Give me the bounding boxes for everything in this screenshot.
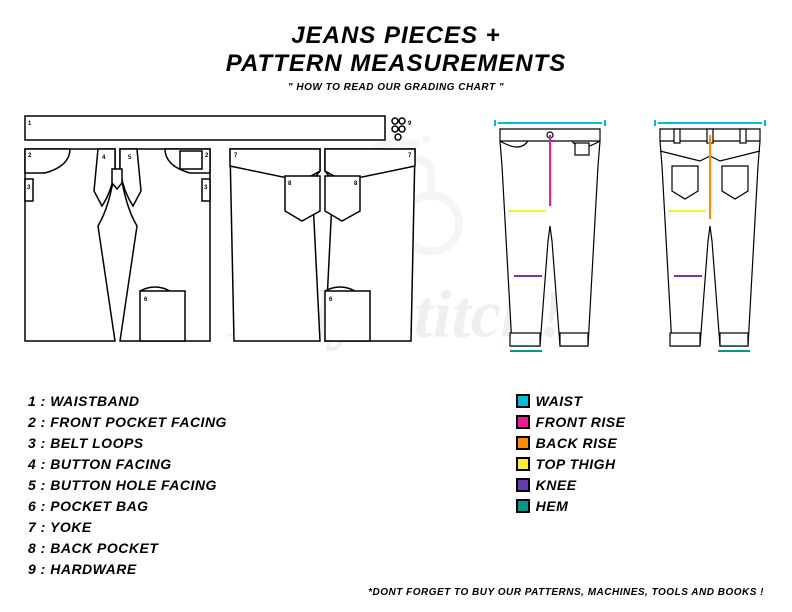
piece-legend-row: 8 : BACK POCKET	[28, 538, 376, 559]
measure-label: HEM	[536, 498, 569, 514]
legend-section: 1 : WAISTBAND2 : FRONT POCKET FACING3 : …	[0, 391, 792, 580]
color-swatch	[516, 499, 530, 513]
color-swatch	[516, 457, 530, 471]
measure-label: FRONT RISE	[536, 414, 626, 430]
jeans-back-diagram	[640, 111, 780, 376]
title: JEANS PIECES +	[0, 22, 792, 50]
measure-label: BACK RISE	[536, 435, 618, 451]
color-swatch	[516, 478, 530, 492]
pattern-pieces-diagram: 1 22 33 45 66 77 88 9	[20, 111, 420, 376]
measure-legend-row: HEM	[516, 496, 764, 517]
piece-legend-row: 6 : POCKET BAG	[28, 496, 376, 517]
measurements-legend: WAIST FRONT RISE BACK RISE TOP THIGH KNEE HEM	[376, 391, 764, 580]
color-swatch	[516, 436, 530, 450]
tagline: " HOW TO READ OUR GRADING CHART "	[0, 82, 792, 93]
measure-legend-row: BACK RISE	[516, 433, 764, 454]
diagrams-row: 1 22 33 45 66 77 88 9	[0, 111, 792, 381]
piece-legend-row: 5 : BUTTON HOLE FACING	[28, 475, 376, 496]
pieces-legend: 1 : WAISTBAND2 : FRONT POCKET FACING3 : …	[28, 391, 376, 580]
svg-text:9: 9	[408, 121, 412, 127]
footer-note: *DONT FORGET TO BUY OUR PATTERNS, MACHIN…	[368, 587, 764, 598]
color-swatch	[516, 415, 530, 429]
measure-legend-row: WAIST	[516, 391, 764, 412]
piece-legend-row: 2 : FRONT POCKET FACING	[28, 412, 376, 433]
header: JEANS PIECES + PATTERN MEASUREMENTS " HO…	[0, 0, 792, 93]
measure-legend-row: TOP THIGH	[516, 454, 764, 475]
measure-legend-row: KNEE	[516, 475, 764, 496]
piece-legend-row: 3 : BELT LOOPS	[28, 433, 376, 454]
piece-legend-row: 1 : WAISTBAND	[28, 391, 376, 412]
measure-label: WAIST	[536, 393, 583, 409]
piece-legend-row: 9 : HARDWARE	[28, 559, 376, 580]
color-swatch	[516, 394, 530, 408]
measure-label: TOP THIGH	[536, 456, 616, 472]
piece-legend-row: 7 : YOKE	[28, 517, 376, 538]
subtitle: PATTERN MEASUREMENTS	[0, 50, 792, 78]
measure-label: KNEE	[536, 477, 577, 493]
jeans-front-diagram	[480, 111, 620, 376]
piece-legend-row: 4 : BUTTON FACING	[28, 454, 376, 475]
measure-legend-row: FRONT RISE	[516, 412, 764, 433]
